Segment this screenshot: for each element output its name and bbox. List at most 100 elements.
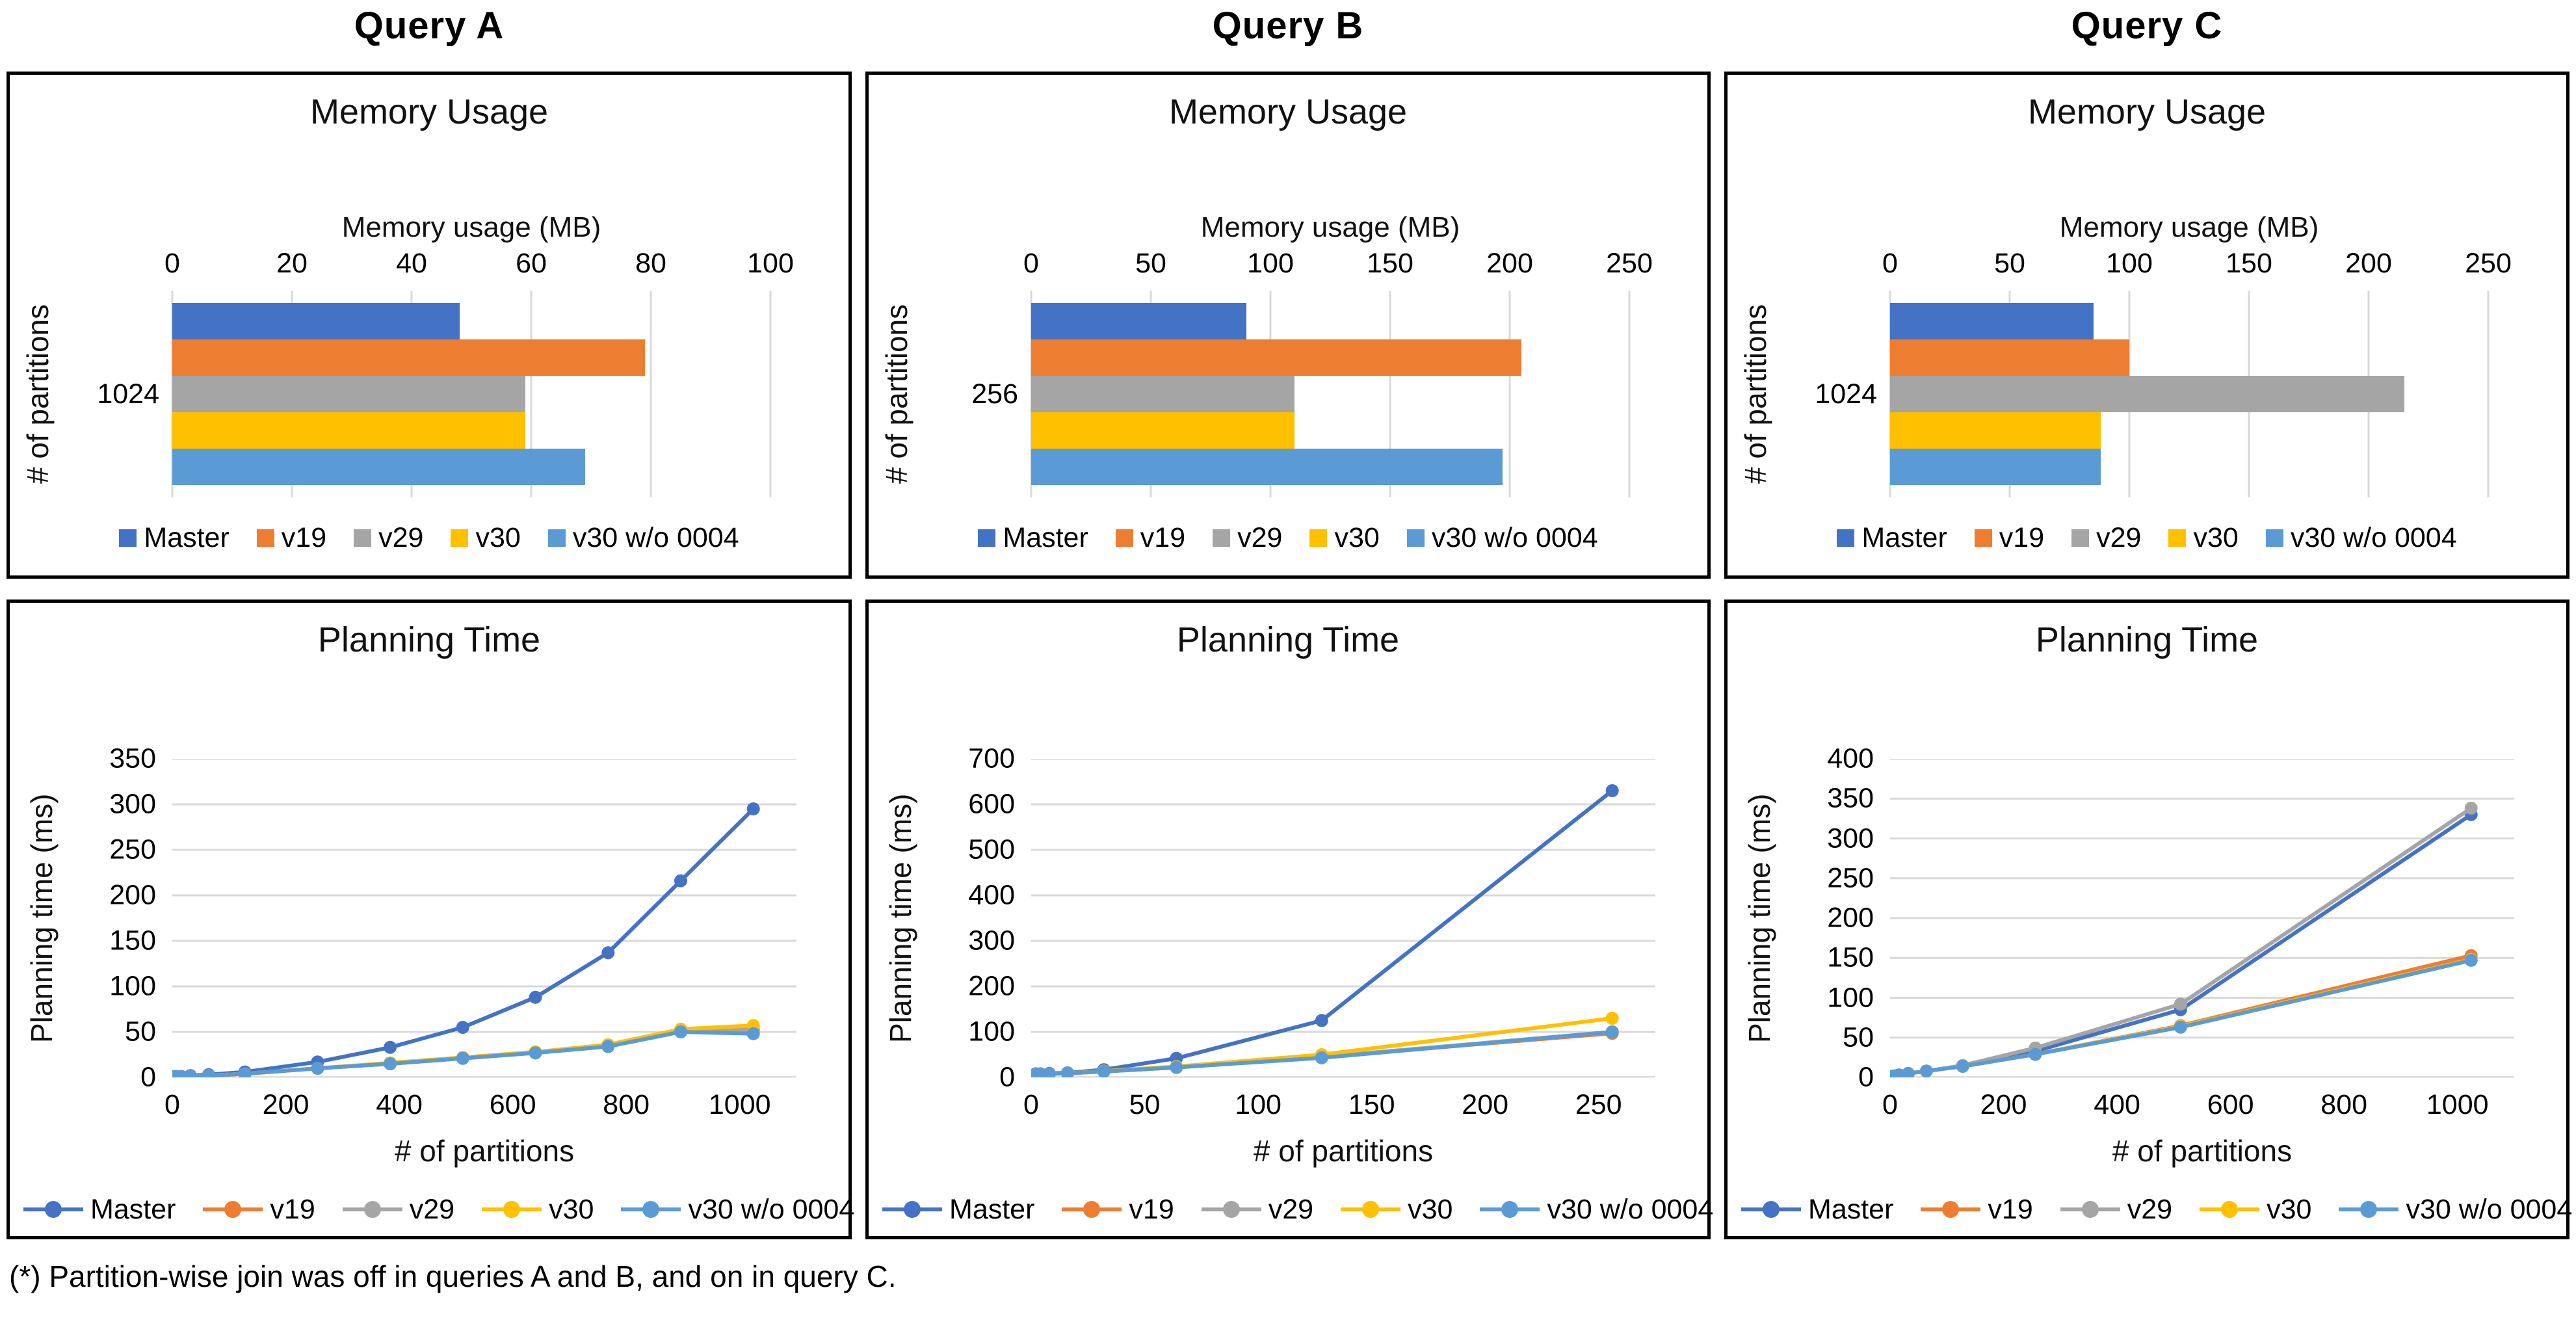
bar-master [1890, 303, 2094, 339]
legend-label: v29 [2096, 522, 2142, 553]
x-tick-label: 1000 [708, 1089, 771, 1120]
x-tick-row: 0 50 100 150 200 250 [1023, 248, 1653, 279]
y-tick-label: 350 [1827, 782, 1874, 814]
gridline [530, 291, 532, 497]
gridline [769, 291, 772, 497]
bar-v30-w-o-0004 [1031, 449, 1503, 485]
chart-title: Planning Time [317, 620, 541, 659]
legend-line-marker-icon [1480, 1201, 1540, 1218]
legend-item: Master [1837, 522, 1947, 554]
x-tick-label: 150 [2226, 248, 2272, 279]
y-tick-label: 300 [1827, 823, 1874, 854]
legend-line-marker-icon [342, 1201, 402, 1218]
legend-item: Master [1741, 1194, 1893, 1226]
x-tick-row: 0 50 100 150 200 250 [1882, 248, 2512, 279]
y-tick-label: 100 [1827, 982, 1874, 1013]
legend-item: v30 w/o 0004 [1406, 522, 1598, 554]
chart-title: Memory Usage [1168, 92, 1408, 131]
x-tick-label: 600 [2207, 1089, 2254, 1120]
legend-label: v19 [1140, 522, 1186, 553]
legend-label: v19 [270, 1193, 315, 1225]
legend-dot-icon [1501, 1201, 1519, 1218]
x-tick-label: 800 [603, 1089, 650, 1120]
legend-label: v30 [2267, 1193, 2312, 1225]
bar-group [1890, 303, 2488, 485]
legend-line-marker-icon [23, 1201, 83, 1218]
x-tick-label: 200 [1486, 248, 1533, 279]
y-tick-label: 150 [109, 925, 156, 956]
legend-swatch-icon [2168, 529, 2187, 547]
legend-dot-icon [1222, 1201, 1240, 1218]
legend-swatch-icon [354, 529, 372, 547]
x-tick-label: 200 [1980, 1089, 2027, 1120]
x-tick-label: 1000 [2426, 1089, 2489, 1120]
query-b-title: Query B [1212, 5, 1364, 47]
bar-v19 [1031, 339, 1522, 376]
legend-item: Master [882, 1194, 1034, 1226]
query-a-planning-panel: Planning Time Planning time (ms) 0 50 100 1… [7, 600, 854, 1239]
x-tick-label: 100 [2106, 248, 2153, 279]
x-tick-label: 20 [276, 248, 308, 279]
y-tick-col: 0 50 100 150 200 250 300 350 400 [1793, 743, 1880, 1093]
plot-area [1884, 758, 2514, 1083]
y-tick-label: 150 [1827, 942, 1874, 973]
x-tick-label: 400 [2094, 1089, 2140, 1120]
line-chart [1884, 758, 2514, 1083]
gridline [1389, 291, 1391, 497]
legend-item: v19 [1115, 522, 1186, 554]
legend-swatch-icon [1115, 529, 1133, 547]
x-tick-label: 40 [396, 248, 427, 279]
category-label: 1024 [1815, 378, 1877, 410]
legend-line-marker-icon [882, 1201, 942, 1218]
legend-label: Master [1003, 522, 1088, 553]
legend-line-marker-icon [2339, 1201, 2399, 1218]
y-tick-label: 300 [109, 788, 156, 820]
legend-dot-icon [642, 1201, 660, 1218]
legend: Master v19 v29 v30 v30 w/o 0004 [10, 1187, 854, 1226]
bar-v30-w-o-0004 [1890, 449, 2101, 485]
legend-item: v30 [451, 522, 521, 554]
legend-item: v29 [2071, 522, 2141, 554]
y-tick-label: 600 [968, 788, 1015, 820]
legend-item: v30 w/o 0004 [2339, 1194, 2572, 1226]
bar-v19 [1890, 339, 2129, 376]
legend-label: v30 w/o 0004 [2290, 522, 2457, 553]
legend-dot-icon [224, 1201, 242, 1218]
query-c-planning-panel: Planning Time Planning time (ms) 0 50 100 1… [1724, 600, 2572, 1239]
legend-item: v30 w/o 0004 [2265, 522, 2457, 554]
x-tick-label: 60 [516, 248, 547, 279]
line-chart [166, 758, 796, 1083]
y-tick-label: 50 [125, 1016, 156, 1048]
legend-swatch-icon [2265, 529, 2283, 547]
legend-swatch-icon [1837, 529, 1855, 547]
legend-dot-icon [363, 1201, 381, 1218]
bar-v30 [1031, 412, 1295, 449]
legend-line-marker-icon [482, 1201, 542, 1218]
legend-line-marker-icon [1062, 1201, 1122, 1218]
legend-label: v29 [1237, 522, 1283, 553]
legend-dot-icon [1942, 1201, 1960, 1218]
legend-line-marker-icon [621, 1201, 681, 1218]
query-b-memory-panel: Memory Usage Memory usage (MB) 0 50 100 150… [865, 72, 1711, 579]
y-tick-label: 200 [109, 879, 156, 911]
category-label: 1024 [97, 378, 159, 410]
legend: Master v19 v29 v30 v30 w/o 0004 [869, 522, 1707, 554]
legend-label: v30 [549, 1193, 594, 1225]
legend-line-marker-icon [1921, 1201, 1981, 1218]
y-tick-label: 500 [968, 834, 1015, 865]
bar-master [1031, 303, 1247, 339]
gridline [1508, 291, 1511, 497]
legend-label: Master [1861, 522, 1947, 553]
legend-dot-icon [1083, 1201, 1101, 1218]
plot-area [1030, 291, 1631, 497]
bar-v30-w-o-0004 [172, 449, 585, 485]
x-tick-label: 100 [1247, 248, 1294, 279]
legend-swatch-icon [1974, 529, 1992, 547]
x-axis-title: Memory usage (MB) [2059, 211, 2319, 243]
legend-item: v19 [256, 522, 326, 554]
x-tick-row: 0 200 400 600 800 1000 [164, 1089, 796, 1120]
plot-area [166, 758, 796, 1083]
legend: Master v19 v29 v30 v30 w/o 0004 [1728, 522, 2566, 554]
legend-line-marker-icon [1341, 1201, 1401, 1218]
legend-item: v29 [1201, 1194, 1313, 1226]
